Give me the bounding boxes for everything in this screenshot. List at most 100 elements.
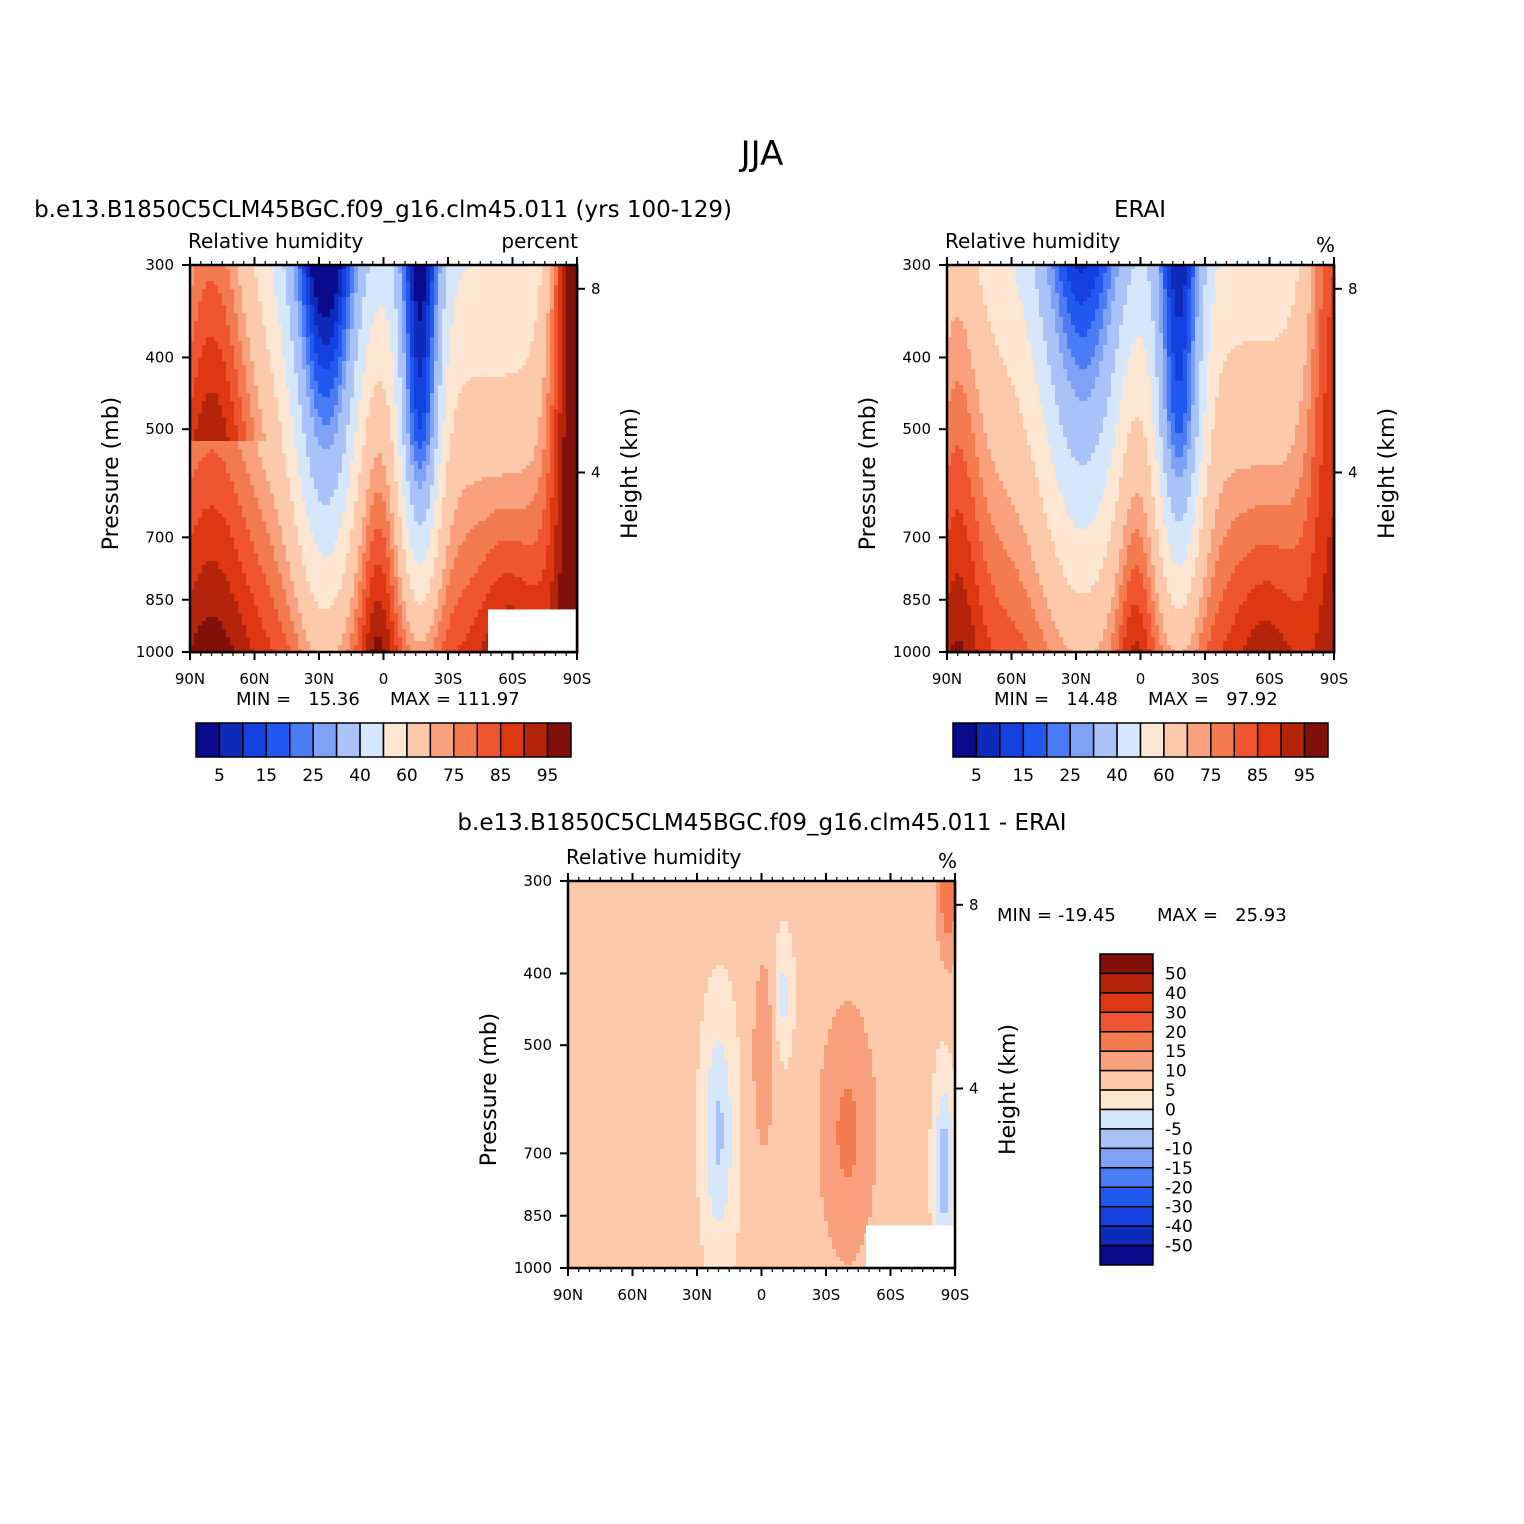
colorbar-label: 30 (1165, 1003, 1187, 1023)
model-y-tick-label: 1000 (136, 643, 174, 661)
colorbar-label: 60 (396, 766, 418, 786)
erai-left-label: Relative humidity (945, 229, 1120, 253)
erai-units-label: % (1316, 233, 1335, 257)
erai-x-tick-label: 30N (1061, 670, 1091, 688)
colorbar-box (1163, 722, 1189, 758)
colorbar-box (453, 722, 478, 758)
colorbar-label: -5 (1165, 1120, 1182, 1140)
erai-colorbar: 5 15 25 40 60 75 85 95 (952, 722, 1329, 786)
diff-panel-title: b.e13.B1850C5CLM45BGC.f09_g16.clm45.011 … (457, 810, 1066, 836)
diff-x-tick-label: 60N (617, 1286, 647, 1304)
colorbar-label: 85 (490, 766, 512, 786)
colorbar-label: -15 (1165, 1159, 1193, 1179)
colorbar-label: 25 (302, 766, 324, 786)
colorbar-box (1233, 722, 1259, 758)
erai-y-tick-label: 1000 (893, 643, 931, 661)
colorbar-label: 5 (1165, 1081, 1176, 1101)
colorbar-box (1099, 1244, 1154, 1266)
diff-y2-tick-label: 8 (969, 896, 979, 914)
colorbar-label: 85 (1247, 766, 1269, 786)
erai-x-tick-label: 30S (1191, 670, 1220, 688)
colorbar-label: 15 (255, 766, 277, 786)
colorbar-box (1046, 722, 1071, 758)
colorbar-label: 0 (1165, 1101, 1176, 1121)
erai-y2-tick-label: 8 (1348, 280, 1358, 298)
erai-max-text: MAX = 97.92 (1148, 689, 1278, 710)
erai-x-tick-label: 90S (1320, 670, 1349, 688)
erai-x-tick-label: 90N (932, 670, 962, 688)
colorbar-box (218, 722, 244, 758)
model-y2-tick-label: 8 (591, 280, 601, 298)
colorbar-box (999, 722, 1025, 758)
diff-y-tick-label: 700 (523, 1144, 552, 1162)
colorbar-box (1022, 722, 1048, 758)
colorbar-label: 40 (1165, 984, 1187, 1004)
colorbar-label: 75 (443, 766, 465, 786)
diff-min-text: MIN = -19.45 (997, 905, 1116, 926)
colorbar-box (523, 722, 549, 758)
diff-contour-fill (568, 881, 957, 1270)
colorbar-label: 20 (1165, 1023, 1187, 1043)
colorbar-box (289, 722, 314, 758)
erai-y2-tick-label: 4 (1348, 463, 1358, 481)
erai-y-tick-label: 500 (902, 420, 931, 438)
colorbar-box (1099, 1147, 1154, 1169)
erai-x-tick-label: 60S (1255, 670, 1284, 688)
model-y2-axis-label: Height (km) (618, 408, 643, 539)
colorbar-box (406, 722, 432, 758)
diff-y-tick-label: 400 (523, 964, 552, 982)
diff-y-tick-label: 850 (523, 1207, 552, 1225)
colorbar-label: 5 (971, 766, 982, 786)
colorbar-box (1099, 1205, 1154, 1227)
erai-y-axis-label: Pressure (mb) (856, 397, 881, 551)
colorbar-box (1099, 1108, 1154, 1130)
colorbar-box (1303, 722, 1329, 758)
colorbar-label: 75 (1200, 766, 1222, 786)
model-units-label: percent (501, 229, 578, 253)
colorbar-label: 25 (1059, 766, 1081, 786)
model-y-tick-label: 700 (145, 528, 174, 546)
erai-y-tick-label: 850 (902, 591, 931, 609)
colorbar-box (952, 722, 978, 758)
model-x-tick-label: 30S (434, 670, 463, 688)
diff-max-text: MAX = 25.93 (1157, 905, 1287, 926)
colorbar-label: -10 (1165, 1139, 1193, 1159)
erai-y2-axis-label: Height (km) (1375, 408, 1400, 539)
colorbar-box (429, 722, 455, 758)
colorbar-label: -50 (1165, 1237, 1193, 1257)
model-min-text: MIN = 15.36 (236, 689, 360, 710)
colorbar-label: -30 (1165, 1198, 1193, 1218)
figure-title: JJA (739, 134, 784, 174)
model-x-tick-label: 60S (498, 670, 527, 688)
erai-y-tick-label: 700 (902, 528, 931, 546)
model-x-tick-label: 30N (304, 670, 334, 688)
colorbar-box (1099, 1186, 1154, 1208)
diff-y-tick-label: 500 (523, 1036, 552, 1054)
colorbar-box (359, 722, 385, 758)
colorbar-box (1210, 722, 1235, 758)
diff-y-tick-label: 300 (523, 872, 552, 890)
erai-panel-title: ERAI (1114, 197, 1166, 223)
colorbar-box (1099, 1050, 1154, 1072)
model-y-tick-label: 400 (145, 348, 174, 366)
model-x-tick-label: 90N (175, 670, 205, 688)
diff-units-label: % (938, 849, 957, 873)
colorbar-label: 5 (214, 766, 225, 786)
erai-contour-fill (947, 265, 1336, 654)
colorbar-box (1116, 722, 1142, 758)
colorbar-box (1069, 722, 1095, 758)
erai-y-tick-label: 300 (902, 256, 931, 274)
model-x-tick-label: 60N (239, 670, 269, 688)
colorbar-box (242, 722, 268, 758)
colorbar-box (265, 722, 291, 758)
colorbar-box (1099, 1089, 1154, 1111)
diff-missing-data (865, 1225, 955, 1268)
model-y-tick-label: 500 (145, 420, 174, 438)
colorbar-box (1099, 1225, 1154, 1247)
colorbar-box (476, 722, 502, 758)
colorbar-label: -20 (1165, 1178, 1193, 1198)
diff-y2-axis-label: Height (km) (996, 1024, 1021, 1155)
diff-y-axis-label: Pressure (mb) (477, 1013, 502, 1167)
